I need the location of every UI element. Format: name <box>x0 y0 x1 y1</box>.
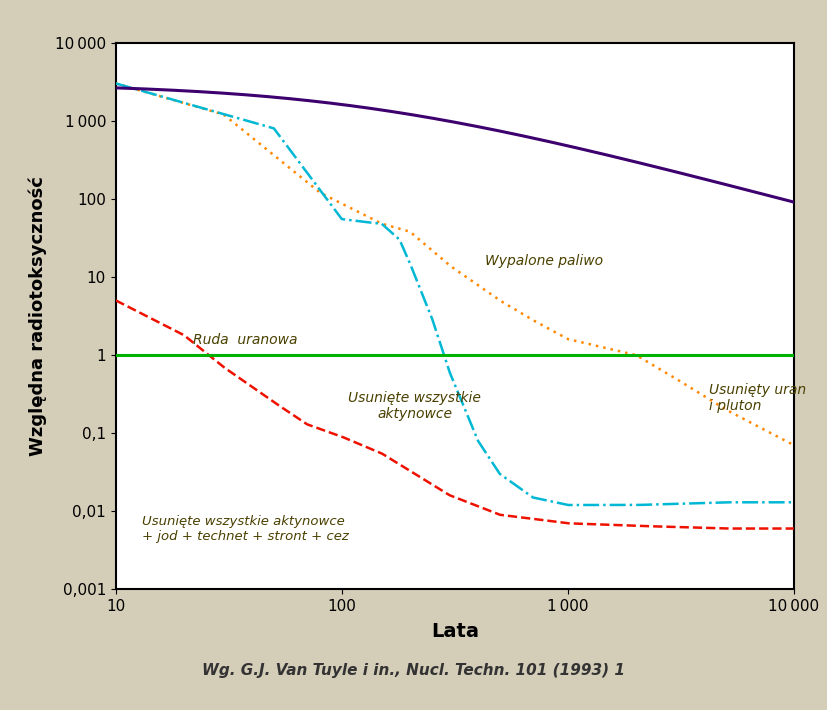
X-axis label: Lata: Lata <box>431 623 479 641</box>
Text: Wypalone paliwo: Wypalone paliwo <box>485 254 603 268</box>
Y-axis label: Względna radiotoksyczność: Względna radiotoksyczność <box>28 176 46 456</box>
Text: Usunięte wszystkie
aktynowce: Usunięte wszystkie aktynowce <box>348 391 481 422</box>
Text: Ruda  uranowa: Ruda uranowa <box>194 333 298 347</box>
Text: Usunięte wszystkie aktynowce
+ jod + technet + stront + cez: Usunięte wszystkie aktynowce + jod + tec… <box>141 515 348 542</box>
Text: Usunięty uran
i pluton: Usunięty uran i pluton <box>709 383 805 413</box>
Text: Wg. G.J. Van Tuyle i in., Nucl. Techn. 101 (1993) 1: Wg. G.J. Van Tuyle i in., Nucl. Techn. 1… <box>202 663 625 679</box>
